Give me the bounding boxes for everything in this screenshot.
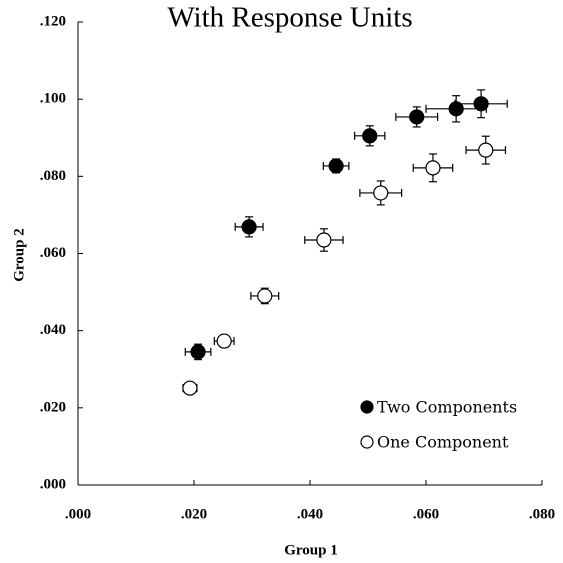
x-tick-label: .000 bbox=[65, 506, 91, 522]
x-tick-label: .040 bbox=[297, 506, 323, 522]
legend-label: Two Components bbox=[377, 398, 517, 417]
point bbox=[478, 142, 494, 158]
y-axis-title: Group 2 bbox=[11, 228, 27, 282]
legend-label: One Component bbox=[377, 433, 509, 452]
point bbox=[362, 128, 378, 144]
point bbox=[257, 288, 273, 304]
y-tick-label: .080 bbox=[40, 168, 66, 184]
x-tick-label: .060 bbox=[413, 506, 439, 522]
x-tick-label: .020 bbox=[181, 506, 207, 522]
point bbox=[241, 219, 257, 235]
point bbox=[373, 185, 389, 201]
legend-marker bbox=[360, 400, 374, 414]
point bbox=[473, 96, 489, 112]
point bbox=[328, 158, 344, 174]
y-tick-label: .120 bbox=[40, 13, 66, 29]
point bbox=[190, 344, 206, 360]
point bbox=[425, 160, 441, 176]
y-tick-label: .060 bbox=[40, 245, 66, 261]
x-tick-label: .080 bbox=[529, 506, 555, 522]
point bbox=[316, 232, 332, 248]
point bbox=[182, 380, 198, 396]
chart-title: With Response Units bbox=[167, 2, 412, 34]
point bbox=[216, 333, 232, 349]
x-axis-title: Group 1 bbox=[284, 542, 338, 558]
point bbox=[409, 109, 425, 125]
point bbox=[448, 101, 464, 117]
y-tick-label: .040 bbox=[40, 322, 66, 338]
y-tick-label: .020 bbox=[40, 399, 66, 415]
y-tick-label: .100 bbox=[40, 91, 66, 107]
y-tick-label: .000 bbox=[40, 476, 66, 492]
legend-marker bbox=[360, 435, 374, 449]
